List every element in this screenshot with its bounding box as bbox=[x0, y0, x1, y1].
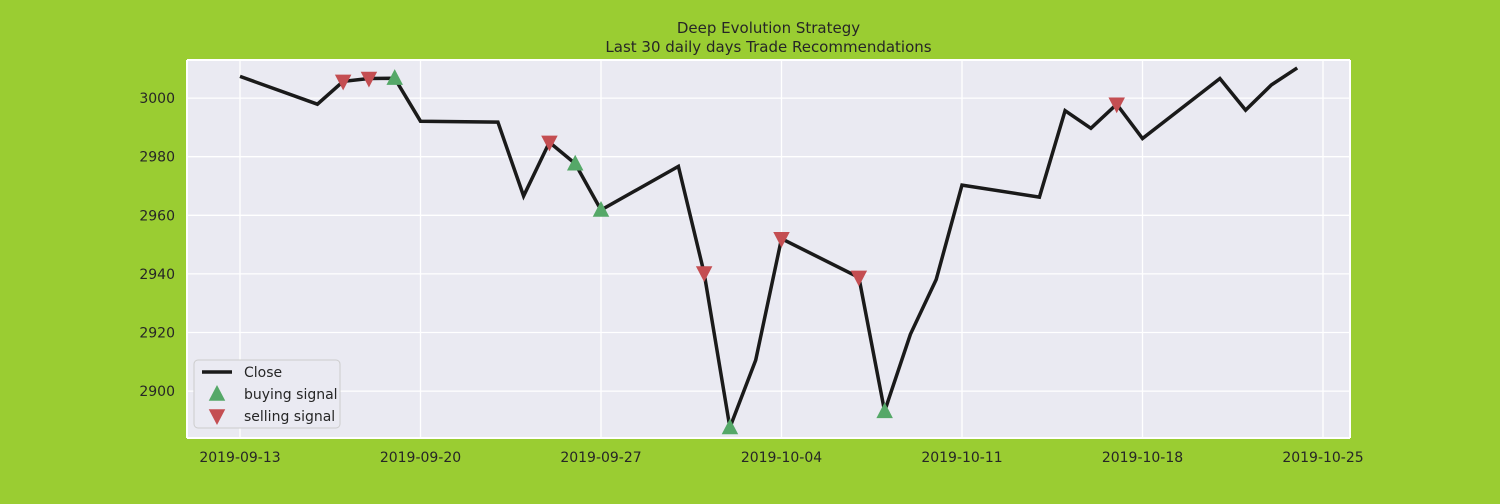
plot-area bbox=[187, 60, 1350, 438]
x-tick-label: 2019-09-27 bbox=[560, 450, 641, 466]
sell-signal-marker bbox=[360, 71, 378, 88]
buy-signal-marker bbox=[592, 201, 610, 217]
x-tick-label: 2019-10-18 bbox=[1102, 450, 1183, 466]
y-tick-label: 2920 bbox=[139, 326, 175, 342]
chart-subtitle: Last 30 daily days Trade Recommendations bbox=[605, 38, 931, 56]
y-tick-label: 2980 bbox=[139, 150, 175, 166]
marker-layer bbox=[334, 69, 1125, 435]
x-tick-label: 2019-10-11 bbox=[921, 450, 1002, 466]
buy-signal-marker bbox=[566, 154, 584, 171]
close-price-line bbox=[239, 66, 1299, 435]
legend-down-triangle bbox=[208, 409, 226, 425]
x-tick-label: 2019-09-13 bbox=[199, 450, 280, 466]
y-tick-label: 3000 bbox=[139, 91, 175, 107]
buy-signal-marker bbox=[876, 402, 893, 419]
sell-signal-marker bbox=[695, 266, 713, 283]
axes: 2019-09-13 2019-09-20 2019-09-27 2019-10-04… bbox=[139, 59, 1364, 466]
legend-up-triangle bbox=[208, 385, 226, 401]
y-tick-label: 2940 bbox=[139, 267, 175, 283]
y-tick-label: 2900 bbox=[139, 384, 175, 400]
sell-signal-marker bbox=[334, 74, 352, 91]
sell-signal-marker bbox=[850, 270, 868, 287]
sell-signal-marker bbox=[773, 231, 790, 248]
x-tick-label: 2019-09-20 bbox=[380, 450, 461, 466]
x-tick-label: 2019-10-04 bbox=[741, 450, 822, 466]
sell-signal-marker bbox=[1108, 97, 1125, 114]
sell-signal-marker bbox=[541, 135, 558, 152]
legend-buying-label: buying signal bbox=[244, 387, 338, 403]
y-tick-label: 2960 bbox=[139, 208, 175, 224]
buy-signal-marker bbox=[386, 69, 403, 85]
grid bbox=[187, 60, 1350, 438]
series-layer bbox=[239, 66, 1299, 435]
buy-signal-marker bbox=[721, 418, 739, 435]
legend-selling-label: selling signal bbox=[244, 409, 335, 425]
x-tick-label: 2019-10-25 bbox=[1282, 450, 1363, 466]
legend: Close buying signal selling signal bbox=[193, 359, 341, 429]
legend-close-label: Close bbox=[244, 365, 282, 381]
chart-title: Deep Evolution Strategy bbox=[677, 19, 860, 37]
legend-box bbox=[193, 359, 341, 429]
